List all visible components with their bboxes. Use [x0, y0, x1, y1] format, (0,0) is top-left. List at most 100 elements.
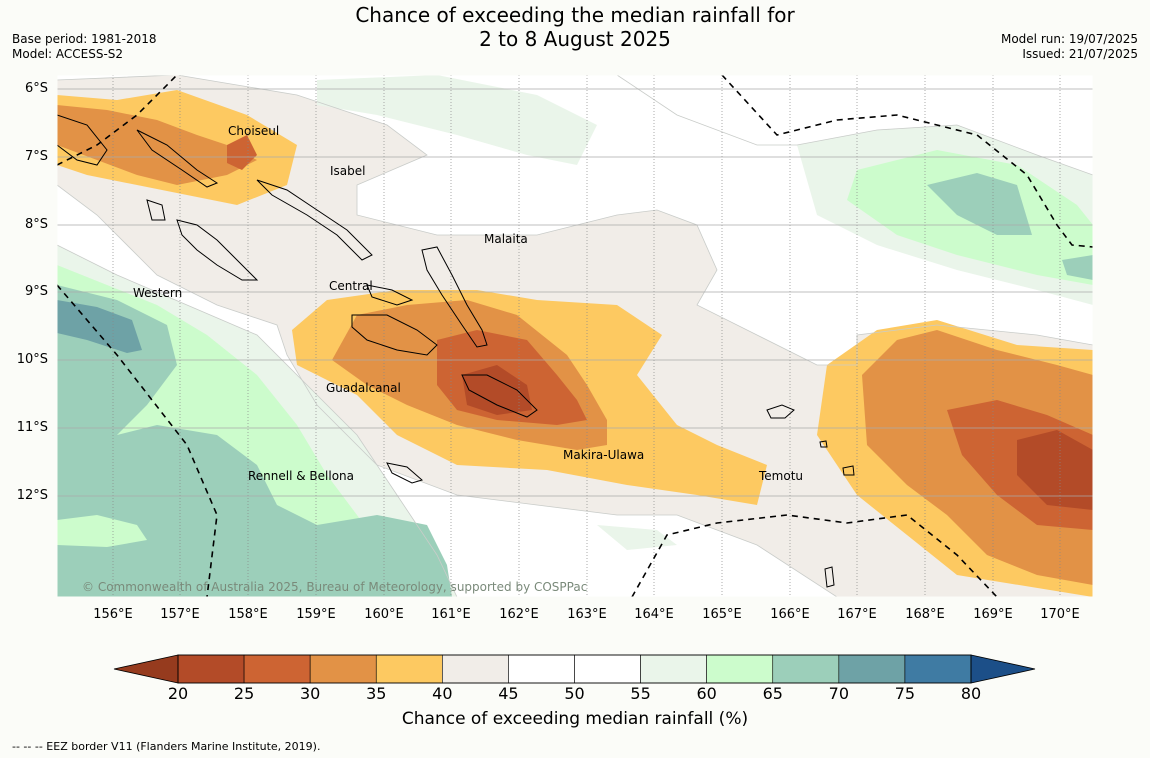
contour-40-45-north	[157, 80, 377, 155]
colorbar-tick-label: 45	[498, 684, 519, 703]
contour-lines	[57, 75, 1093, 597]
colorbar-cells	[177, 654, 972, 684]
lon-label-163e: 163°E	[567, 607, 607, 622]
place-label-western: Western	[133, 286, 183, 300]
colorbar-under-arrow	[113, 654, 179, 684]
isabel-island	[256, 179, 373, 261]
colorbar-tick-label: 40	[432, 684, 453, 703]
copyright-text: © Commonwealth of Australia 2025, Bureau…	[82, 580, 588, 594]
title-line-1: Chance of exceeding the median rainfall …	[355, 3, 795, 27]
lon-label-166e: 166°E	[770, 607, 810, 622]
model-name: Model: ACCESS-S2	[12, 47, 124, 61]
lat-label-12s: 12°S	[16, 488, 48, 503]
colorbar-tick-label: 60	[696, 684, 717, 703]
place-label-guadalcanal: Guadalcanal	[326, 381, 401, 395]
makira-island	[461, 374, 538, 418]
lon-label-165e: 165°E	[702, 607, 742, 622]
guadalcanal-island	[351, 314, 438, 356]
colorbar-tick-label: 70	[828, 684, 849, 703]
lon-label-162e: 162°E	[499, 607, 539, 622]
bougainville-island	[57, 114, 108, 166]
temotu-islet-2	[842, 465, 855, 476]
base-period: Base period: 1981-2018	[12, 32, 157, 46]
temotu-islet-3	[824, 566, 835, 588]
place-label-malaita: Malaita	[484, 232, 528, 246]
rainfall-map	[57, 75, 1093, 597]
colorbar-cell	[243, 654, 311, 684]
lat-label-11s: 11°S	[16, 420, 48, 435]
contour-65-70-west	[57, 285, 452, 597]
colorbar-tick-label: 65	[762, 684, 783, 703]
contour-20-25-guadalcanal	[462, 365, 532, 415]
place-label-temotu: Temotu	[759, 469, 804, 483]
lat-label-6s: 6°S	[24, 81, 48, 96]
place-label-isabel: Isabel	[330, 164, 366, 178]
colorbar-tick-label: 75	[894, 684, 916, 703]
colorbar-cell	[904, 654, 972, 684]
contour-20-25-east	[1017, 430, 1093, 510]
colorbar-cell	[772, 654, 840, 684]
colorbar-cell	[508, 654, 575, 684]
choiseul-island	[136, 129, 219, 188]
colorbar-tick-label: 25	[233, 684, 255, 703]
new-georgia-island	[176, 219, 259, 281]
colorbar	[113, 654, 1036, 684]
temotu-islet-1	[819, 440, 828, 448]
lon-label-157e: 157°E	[160, 607, 200, 622]
colorbar-over-arrow	[970, 654, 1036, 684]
lon-label-156e: 156°E	[93, 607, 133, 622]
lon-label-161e: 161°E	[431, 607, 471, 622]
colorbar-tick-label: 80	[960, 684, 982, 703]
contour-30-35-northwest	[57, 105, 257, 185]
contour-60-65-south-inset	[57, 515, 147, 547]
contour-55-60-south	[597, 525, 677, 550]
contour-55-60-north	[317, 75, 597, 165]
colorbar-tick-label: 35	[366, 684, 387, 703]
colorbar-cell	[309, 654, 377, 684]
contour-70-75-west	[57, 300, 142, 353]
lon-label-160e: 160°E	[364, 607, 404, 622]
eez-border	[57, 75, 1093, 597]
eez-note: -- -- -- EEZ border V11 (Flanders Marine…	[12, 740, 321, 753]
colorbar-cell	[574, 654, 641, 684]
place-label-rennell-bellona: Rennell & Bellona	[248, 469, 355, 483]
colorbar-tick-label: 50	[564, 684, 585, 703]
lon-label-168e: 168°E	[905, 607, 945, 622]
colorbar-frame	[177, 654, 972, 684]
lat-label-7s: 7°S	[24, 149, 48, 164]
lat-label-10s: 10°S	[16, 352, 48, 367]
colorbar-cell	[706, 654, 774, 684]
lat-label-8s: 8°S	[24, 217, 48, 232]
lon-label-164e: 164°E	[634, 607, 674, 622]
meta-right: Model run: 19/07/2025 Issued: 21/07/2025	[1001, 32, 1138, 62]
lon-label-159e: 159°E	[296, 607, 336, 622]
santa-cruz-island	[766, 404, 795, 419]
colorbar-cell	[177, 654, 245, 684]
contour-25-30-choiseul	[227, 135, 257, 170]
colorbar-cell	[640, 654, 707, 684]
lon-label-169e: 169°E	[973, 607, 1013, 622]
lon-label-167e: 167°E	[837, 607, 877, 622]
islands	[57, 114, 855, 588]
vella-island	[146, 199, 166, 221]
title-line-2: 2 to 8 August 2025	[479, 27, 671, 51]
lat-label-9s: 9°S	[24, 284, 48, 299]
colorbar-label: Chance of exceeding median rainfall (%)	[401, 709, 749, 729]
colorbar-tick-label: 30	[299, 684, 321, 703]
place-label-makira-ulawa: Makira-Ulawa	[563, 448, 645, 462]
gridlines	[112, 75, 1061, 597]
lon-label-158e: 158°E	[228, 607, 268, 622]
model-run: Model run: 19/07/2025	[1000, 32, 1138, 46]
contour-65-70-east	[1062, 255, 1093, 280]
colorbar-tick-label: 55	[630, 684, 651, 703]
florida-island	[366, 284, 414, 306]
meta-left: Base period: 1981-2018 Model: ACCESS-S2	[12, 32, 157, 62]
malaita-island	[421, 246, 488, 348]
colorbar-tick-label: 20	[167, 684, 189, 703]
issued-date: Issued: 21/07/2025	[1022, 47, 1138, 61]
colorbar-cell	[375, 654, 443, 684]
map-title: Chance of exceeding the median rainfall …	[0, 3, 1150, 51]
lon-label-170e: 170°E	[1040, 607, 1080, 622]
colorbar-cell	[838, 654, 906, 684]
contour-65-70-northeast	[927, 173, 1032, 235]
